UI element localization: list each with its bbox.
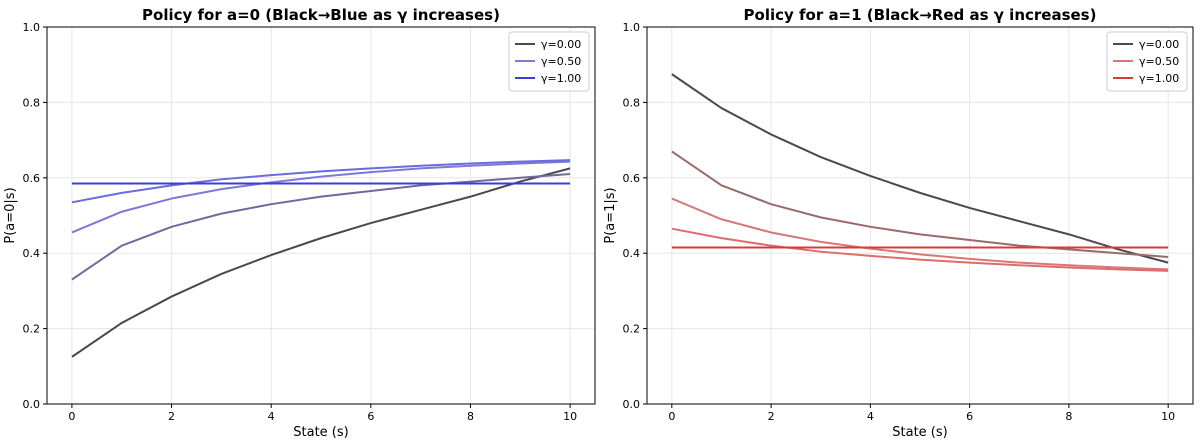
legend: γ=0.00 γ=0.50 γ=1.00 [1106, 31, 1188, 92]
series-line [671, 150, 1169, 258]
x-tick-label: 6 [966, 410, 973, 423]
x-tick-label: 0 [68, 410, 75, 423]
y-tick-label: 0.4 [623, 247, 641, 260]
x-tick-label: 4 [268, 410, 275, 423]
chart-title: Policy for a=1 (Black→Red as γ increases… [744, 6, 1097, 24]
y-axis-label: P(a=0|s) [3, 187, 18, 243]
series-line [671, 197, 1169, 271]
x-axis-label: State (s) [892, 425, 947, 440]
x-tick-label: 0 [668, 410, 675, 423]
y-tick-label: 0.0 [23, 398, 41, 411]
chart-panel-a0: 0 2 4 6 8 10 0.0 0.2 0.4 0.6 0.8 1.0 Policy for a=0 … [3, 6, 596, 440]
y-tick-label: 0.4 [23, 247, 41, 260]
y-axis-label: P(a=1|s) [603, 187, 618, 243]
chart-title: Policy for a=0 (Black→Blue as γ increase… [142, 6, 500, 24]
series-line [71, 167, 571, 358]
x-tick-label: 10 [1161, 410, 1175, 423]
x-tick-label: 10 [563, 410, 577, 423]
x-axis-label: State (s) [293, 425, 348, 440]
x-tick-label: 2 [768, 410, 775, 423]
y-tick-label: 1.0 [623, 21, 641, 34]
legend-label: γ=0.50 [1139, 55, 1179, 68]
y-tick-label: 0.8 [623, 96, 641, 109]
legend-label: γ=0.00 [1139, 38, 1179, 51]
x-tick-label: 8 [467, 410, 474, 423]
legend-label: γ=1.00 [541, 72, 581, 85]
series-line [71, 173, 571, 281]
y-tick-label: 0.6 [623, 172, 641, 185]
legend-box [508, 31, 590, 92]
plot-frame [646, 26, 1194, 405]
x-tick-label: 2 [168, 410, 175, 423]
plot-frame [46, 26, 596, 405]
legend-box [1106, 31, 1188, 92]
legend-label: γ=0.50 [541, 55, 581, 68]
y-tick-label: 0.6 [23, 172, 41, 185]
series-line [671, 73, 1169, 264]
series-line [71, 160, 571, 234]
y-tick-label: 1.0 [23, 21, 41, 34]
x-tick-label: 4 [867, 410, 874, 423]
x-tick-label: 6 [367, 410, 374, 423]
y-tick-label: 0.2 [623, 323, 641, 336]
y-tick-label: 0.2 [23, 323, 41, 336]
y-tick-label: 0.0 [623, 398, 641, 411]
legend: γ=0.00 γ=0.50 γ=1.00 [508, 31, 590, 92]
chart-panel-a1: 0 2 4 6 8 10 0.0 0.2 0.4 0.6 0.8 1.0 Policy for a=1 … [603, 6, 1194, 440]
series-line [671, 227, 1169, 272]
legend-label: γ=1.00 [1139, 72, 1179, 85]
x-tick-label: 8 [1065, 410, 1072, 423]
legend-label: γ=0.00 [541, 38, 581, 51]
y-tick-label: 0.8 [23, 96, 41, 109]
series-line [71, 159, 571, 204]
